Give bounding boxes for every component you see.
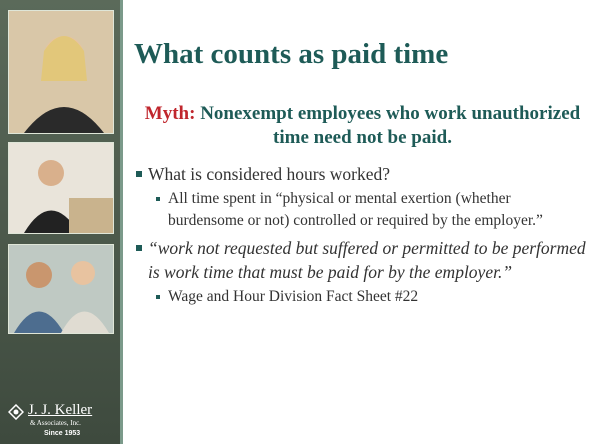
bullet: What is considered hours worked?: [134, 162, 586, 186]
photo: [8, 142, 114, 234]
sub-bullet: Wage and Hour Division Fact Sheet #22: [156, 286, 586, 308]
photo: [8, 10, 114, 134]
sidebar: J. J. Keller & Associates, Inc. Since 19…: [0, 0, 120, 444]
myth-label: Myth:: [145, 103, 196, 124]
myth-text: Nonexempt employees who work unauthorize…: [200, 103, 580, 148]
logo-since: Since 1953: [44, 430, 80, 437]
sub-bullet: All time spent in “physical or mental ex…: [156, 188, 586, 232]
bullet-text: “work not requested but suffered or perm…: [148, 238, 586, 282]
logo-company: & Associates, Inc.: [30, 419, 81, 427]
divider: [120, 0, 123, 444]
title: What counts as paid time: [134, 38, 448, 71]
bullet-list: What is considered hours worked? All time…: [134, 162, 586, 312]
slide: J. J. Keller & Associates, Inc. Since 19…: [0, 0, 594, 444]
photo: [8, 244, 114, 334]
myth: Myth: Nonexempt employees who work unaut…: [140, 102, 585, 150]
bullet-text: What is considered hours worked?: [148, 164, 390, 184]
logo-icon: [8, 404, 24, 420]
bullet: “work not requested but suffered or perm…: [134, 236, 586, 284]
logo-name: J. J. Keller: [28, 402, 92, 419]
